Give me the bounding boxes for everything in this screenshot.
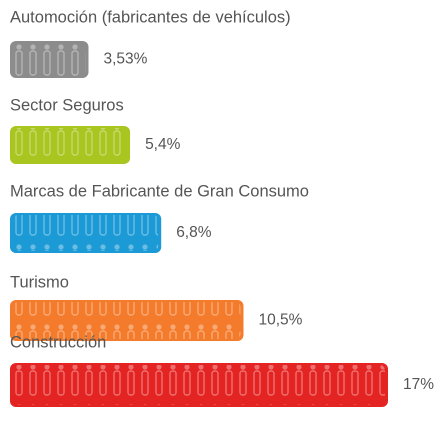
value-label: 5,4% bbox=[145, 136, 181, 153]
category-label: Construcción bbox=[10, 333, 106, 351]
category-label: Marcas de Fabricante de Gran Consumo bbox=[10, 182, 309, 200]
bar-pattern bbox=[13, 43, 86, 76]
bar-pattern bbox=[13, 215, 159, 251]
category-label: Turismo bbox=[10, 273, 69, 291]
bar-pattern bbox=[13, 365, 385, 405]
value-label: 17% bbox=[403, 376, 434, 393]
value-label: 3,53% bbox=[103, 51, 147, 68]
category-label: Sector Seguros bbox=[10, 96, 124, 114]
category-label: Automoción (fabricantes de vehículos) bbox=[10, 8, 291, 26]
value-label: 6,8% bbox=[176, 224, 212, 241]
bar-pattern bbox=[13, 128, 128, 162]
bar-pattern bbox=[13, 302, 241, 339]
value-label: 10,5% bbox=[258, 312, 302, 329]
